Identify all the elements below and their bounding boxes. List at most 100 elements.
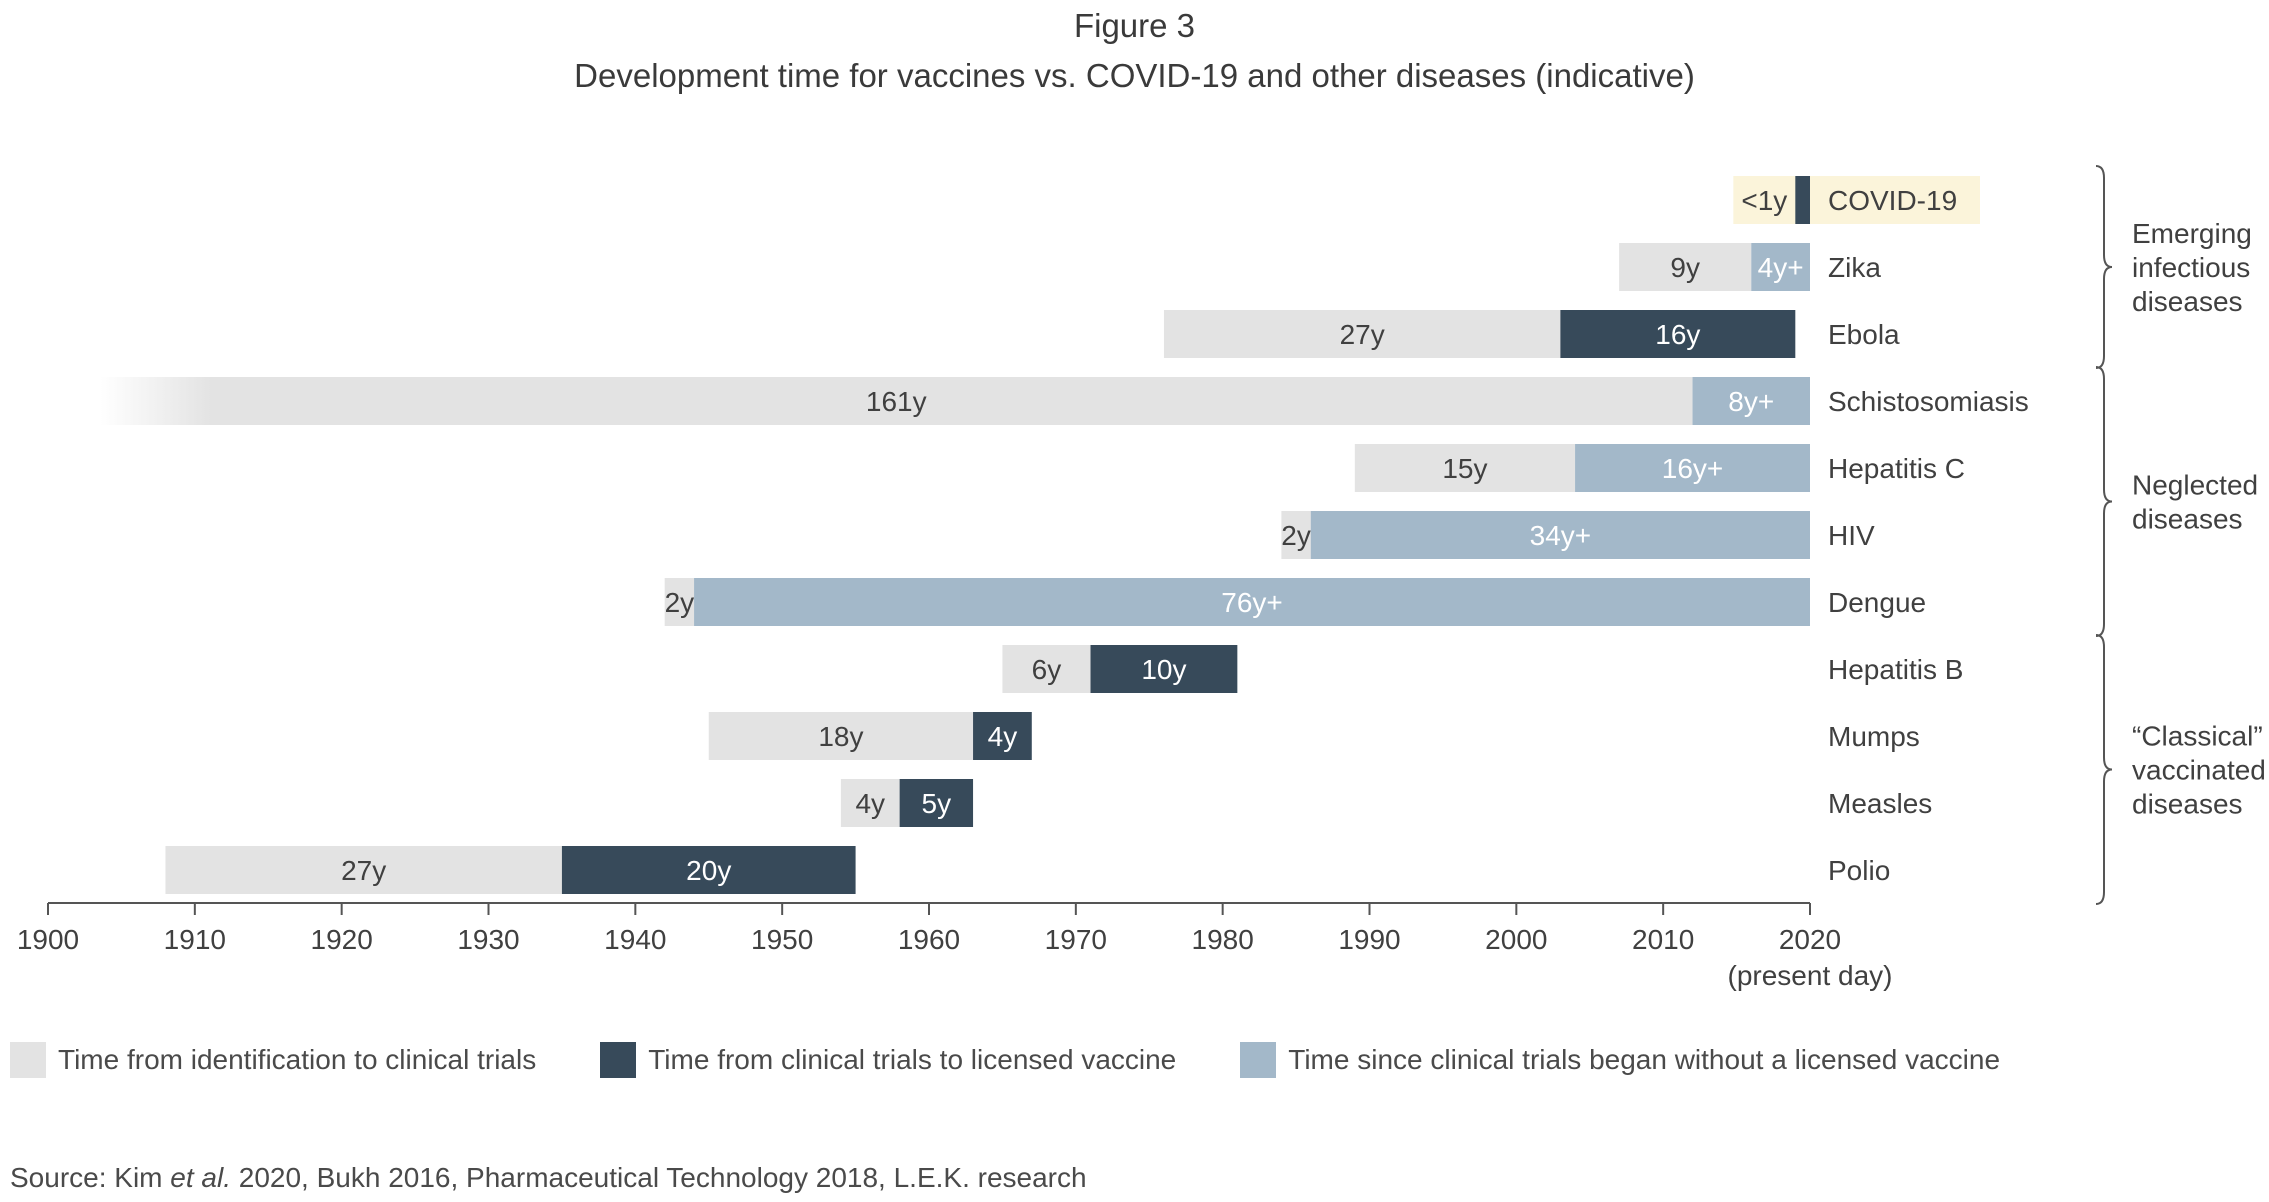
bars-layer: <1y COVID-19 9y 4y+ Zika 27y 16y Ebola 161y 8y+ Sc… bbox=[100, 176, 2029, 894]
category-label-hiv: HIV bbox=[1828, 520, 1875, 551]
bar-label-hepatitis-b-identification: 6y bbox=[1032, 654, 1062, 685]
figure-label: Figure 3 bbox=[1073, 7, 1196, 44]
row-measles: 4y 5y Measles bbox=[840, 779, 1932, 827]
bar-schistosomiasis-no-license bbox=[1692, 377, 1810, 425]
bar-hepatitis-b-identification bbox=[1002, 645, 1091, 693]
chart-title: Development time for vaccines vs. COVID-… bbox=[574, 57, 1695, 94]
x-tick-label-1990: 1990 bbox=[1338, 924, 1400, 955]
group-label-1-line-1: Emerging bbox=[2132, 218, 2252, 249]
row-covid-19: <1y COVID-19 bbox=[1733, 176, 1980, 224]
bar-zika-identification bbox=[1619, 243, 1752, 291]
highlight-band bbox=[1733, 176, 1980, 224]
category-label-ebola: Ebola bbox=[1828, 319, 1900, 350]
category-label-measles: Measles bbox=[1828, 788, 1932, 819]
legend-label-identification: Time from identification to clinical tri… bbox=[58, 1044, 537, 1075]
group-label-3-line-3: diseases bbox=[2132, 789, 2243, 820]
x-tick-label-1980: 1980 bbox=[1192, 924, 1254, 955]
source-italic: et al. bbox=[170, 1162, 231, 1193]
legend-label-no-license: Time since clinical trials began without… bbox=[1288, 1044, 2001, 1075]
bar-polio-trials-to-license bbox=[561, 846, 856, 894]
row-zika: 9y 4y+ Zika bbox=[1619, 243, 1881, 291]
bar-label-hiv-identification: 2y bbox=[1281, 520, 1311, 551]
legend: Time from identification to clinical tri… bbox=[10, 1040, 2064, 1080]
legend-swatch-trials-to-license bbox=[600, 1042, 637, 1078]
bar-label-polio-identification: 27y bbox=[341, 855, 386, 886]
source-suffix: 2020, Bukh 2016, Pharmaceutical Technolo… bbox=[230, 1162, 1087, 1193]
row-polio: 27y 20y Polio bbox=[165, 846, 1890, 894]
bar-mumps-identification bbox=[708, 712, 974, 760]
legend-item-identification: Time from identification to clinical tri… bbox=[10, 1042, 536, 1078]
group-brace-1 bbox=[2095, 165, 2113, 369]
title-block: Figure 3 Development time for vaccines v… bbox=[0, 0, 2269, 95]
bar-label-hepatitis-b-trials-to-license: 10y bbox=[1141, 654, 1186, 685]
x-tick-label-1930: 1930 bbox=[457, 924, 519, 955]
group-label-3-line-1: “Classical” bbox=[2132, 721, 2263, 752]
bar-label-hepatitis-c-identification: 15y bbox=[1442, 453, 1487, 484]
x-tick-label-1920: 1920 bbox=[311, 924, 373, 955]
x-tick-label-1900: 1900 bbox=[17, 924, 79, 955]
x-tick-label-2010: 2010 bbox=[1632, 924, 1694, 955]
group-label-2-line-2: diseases bbox=[2132, 504, 2243, 535]
x-axis: 1900 1910 1920 1930 1940 1950 1960 1970 1980 1990… bbox=[17, 902, 1893, 991]
row-hepatitis-c: 15y 16y+ Hepatitis C bbox=[1354, 444, 1965, 492]
group-label-1-line-2: infectious bbox=[2132, 252, 2250, 283]
bar-label-dengue-no-license: 76y+ bbox=[1221, 587, 1283, 618]
row-mumps: 18y 4y Mumps bbox=[708, 712, 1920, 760]
bar-label-covid-19-trials-to-license: <1y bbox=[1741, 185, 1787, 216]
bar-measles-identification bbox=[840, 779, 900, 827]
bar-label-hiv-no-license: 34y+ bbox=[1530, 520, 1592, 551]
bar-label-measles-identification: 4y bbox=[855, 788, 885, 819]
bar-hiv-identification bbox=[1281, 511, 1311, 559]
bar-ebola-identification bbox=[1163, 310, 1561, 358]
row-ebola: 27y 16y Ebola bbox=[1163, 310, 1900, 358]
bar-hepatitis-c-no-license bbox=[1575, 444, 1810, 492]
bar-label-measles-trials-to-license: 5y bbox=[922, 788, 952, 819]
x-tick-label-1960: 1960 bbox=[898, 924, 960, 955]
source-note: Source: Kim et al. 2020, Bukh 2016, Phar… bbox=[10, 1162, 1087, 1194]
row-schistosomiasis: 161y 8y+ Schistosomiasis bbox=[100, 377, 2029, 425]
legend-swatch-no-license bbox=[1240, 1042, 1277, 1078]
bar-zika-no-license bbox=[1751, 243, 1810, 291]
bar-label-zika-identification: 9y bbox=[1670, 252, 1700, 283]
bar-dengue-identification bbox=[664, 578, 695, 626]
category-label-covid-19: COVID-19 bbox=[1828, 185, 1957, 216]
category-label-dengue: Dengue bbox=[1828, 587, 1926, 618]
bar-label-polio-trials-to-license: 20y bbox=[686, 855, 731, 886]
bar-label-dengue-identification: 2y bbox=[665, 587, 695, 618]
category-label-polio: Polio bbox=[1828, 855, 1890, 886]
legend-swatch-identification bbox=[10, 1042, 46, 1078]
legend-item-no-license: Time since clinical trials began without… bbox=[1240, 1042, 2000, 1078]
bar-hiv-no-license bbox=[1310, 511, 1810, 559]
group-brace-2 bbox=[2095, 366, 2113, 637]
category-label-hepatitis-c: Hepatitis C bbox=[1828, 453, 1965, 484]
group-label-2-line-1: Neglected bbox=[2132, 470, 2258, 501]
row-dengue: 2y 76y+ Dengue bbox=[665, 578, 1926, 626]
group-label-3-line-2: vaccinated bbox=[2132, 755, 2266, 786]
row-hiv: 2y 34y+ HIV bbox=[1281, 511, 1875, 559]
group-brackets: EmerginginfectiousdiseasesNeglecteddisea… bbox=[2095, 165, 2266, 905]
bar-covid-19-trials-to-license bbox=[1795, 176, 1810, 224]
group-brace-3 bbox=[2095, 634, 2113, 905]
x-tick-label-2000: 2000 bbox=[1485, 924, 1547, 955]
bar-ebola-trials-to-license bbox=[1560, 310, 1796, 358]
category-label-schistosomiasis: Schistosomiasis bbox=[1828, 386, 2029, 417]
category-label-mumps: Mumps bbox=[1828, 721, 1920, 752]
bar-label-ebola-identification: 27y bbox=[1340, 319, 1385, 350]
x-tick-label-1940: 1940 bbox=[604, 924, 666, 955]
x-tick-sublabel: (present day) bbox=[1728, 960, 1893, 991]
source-prefix: Source: Kim bbox=[10, 1162, 171, 1193]
bar-dengue-no-license bbox=[694, 578, 1810, 626]
row-hepatitis-b: 6y 10y Hepatitis B bbox=[1002, 645, 1963, 693]
legend-item-trials-to-license: Time from clinical trials to licensed va… bbox=[600, 1042, 1176, 1078]
legend-label-trials-to-license: Time from clinical trials to licensed va… bbox=[648, 1044, 1177, 1075]
x-tick-label-1950: 1950 bbox=[751, 924, 813, 955]
x-tick-label-1970: 1970 bbox=[1045, 924, 1107, 955]
bar-label-mumps-trials-to-license: 4y bbox=[988, 721, 1018, 752]
category-label-zika: Zika bbox=[1828, 252, 1881, 283]
x-tick-label-1910: 1910 bbox=[164, 924, 226, 955]
bar-label-zika-no-license: 4y+ bbox=[1758, 252, 1804, 283]
